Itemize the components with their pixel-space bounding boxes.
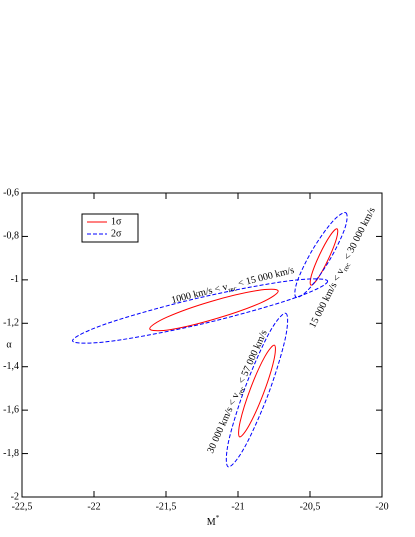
x-tick-label: -20 [375,501,388,512]
x-label-main: M [207,517,216,528]
y-tick-label: -1,2 [3,318,19,329]
y-tick-label: -0,6 [3,187,19,198]
annotation-text: < 57 000 km/s [236,329,271,388]
legend-box [81,213,139,243]
annotation-text: 30 000 km/s < v [206,391,243,455]
contour-line [149,288,279,332]
x-tick-label: -22,5 [12,501,33,512]
y-tick-label: -2 [11,491,19,502]
y-axis-label: α [6,339,12,350]
annotation: 1000 km/s < vrec < 15 000 km/s [170,265,296,308]
x-tick-label: -22 [87,501,100,512]
annotation-text: 15 000 km/s < v [308,267,347,330]
contour-line [294,212,348,298]
y-tick-label: -1,8 [3,448,19,459]
annotation: 15 000 km/s < vrec < 30 000 km/s [308,206,380,331]
plot-frame [21,192,383,498]
x-label-sup: * [216,514,220,522]
legend-label: 1σ [111,216,122,227]
contour-line [238,344,276,438]
legend-label: 2σ [111,228,122,239]
annotation-text: 1000 km/s < v [170,282,229,307]
contour-line [72,278,329,344]
annotation-sub: rec [227,284,237,294]
y-tick-label: -1,4 [3,361,19,372]
contour-line [309,228,339,286]
y-tick-label: -1 [11,274,19,285]
x-tick-label: -20,5 [300,501,321,512]
annotation: 30 000 km/s < vrec < 57 000 km/s [206,329,272,456]
annotation-sub: rec [236,385,247,396]
annotation-text: < 15 000 km/s [235,265,296,290]
x-tick-label: -21,5 [156,501,177,512]
annotation-sub: rec [341,261,352,272]
x-tick-label: -21 [231,501,244,512]
y-tick-label: -0,8 [3,231,19,242]
contour-line [225,312,289,468]
x-axis-label: M* [207,514,220,529]
y-tick-label: -1,6 [3,404,19,415]
